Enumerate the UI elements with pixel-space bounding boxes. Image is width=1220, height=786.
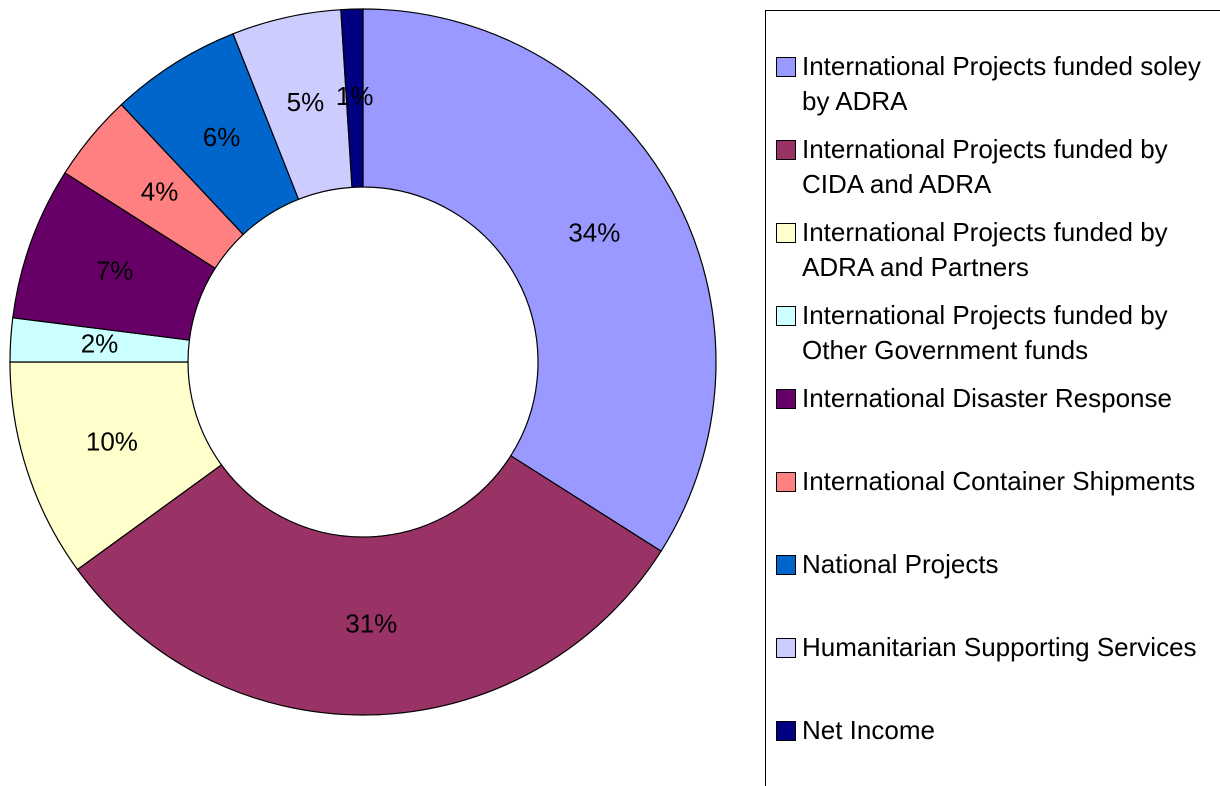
- legend-item: International Projects funded by CIDA an…: [776, 132, 1216, 202]
- legend-swatch: [776, 389, 796, 409]
- legend-label: International Disaster Response: [802, 383, 1172, 413]
- legend-label: National Projects: [802, 549, 999, 579]
- legend-swatch: [776, 223, 796, 243]
- data-label: 10%: [86, 426, 138, 456]
- data-label: 1%: [336, 81, 374, 111]
- data-label: 2%: [81, 328, 119, 358]
- data-label: 31%: [345, 609, 397, 639]
- data-label: 7%: [96, 255, 134, 285]
- legend-label: Humanitarian Supporting Services: [802, 632, 1197, 662]
- donut-slice: [9, 361, 223, 571]
- legend-item: International Projects funded by Other G…: [776, 298, 1216, 368]
- legend-label: International Projects funded soley by A…: [802, 51, 1201, 116]
- legend-label: International Projects funded by Other G…: [802, 300, 1168, 365]
- legend-swatch: [776, 57, 796, 77]
- data-label: 34%: [568, 218, 620, 248]
- donut-slice: [340, 8, 364, 188]
- legend-label: International Container Shipments: [802, 466, 1196, 496]
- data-label: 6%: [203, 122, 241, 152]
- donut-slice: [76, 454, 662, 716]
- legend-item: International Disaster Response: [776, 381, 1216, 416]
- legend-item: Net Income: [776, 713, 1216, 748]
- legend-item: International Projects funded by ADRA an…: [776, 215, 1216, 285]
- data-label: 5%: [287, 87, 325, 117]
- legend-label: International Projects funded by ADRA an…: [802, 217, 1168, 282]
- legend-swatch: [776, 140, 796, 160]
- legend-item: International Container Shipments: [776, 464, 1216, 499]
- data-label: 4%: [141, 177, 179, 207]
- legend-item: National Projects: [776, 547, 1216, 582]
- legend-item: International Projects funded soley by A…: [776, 49, 1216, 119]
- legend-swatch: [776, 721, 796, 741]
- donut-chart: 34% 31% 10% 2% 7% 4% 6% 5% 1%: [9, 8, 717, 716]
- legend-swatch: [776, 472, 796, 492]
- legend-swatch: [776, 638, 796, 658]
- legend: International Projects funded soley by A…: [765, 10, 1220, 786]
- donut-slice: [362, 8, 717, 552]
- legend-label: International Projects funded by CIDA an…: [802, 134, 1168, 199]
- legend-label: Net Income: [802, 715, 935, 745]
- legend-item: Humanitarian Supporting Services: [776, 630, 1216, 665]
- legend-swatch: [776, 306, 796, 326]
- legend-swatch: [776, 555, 796, 575]
